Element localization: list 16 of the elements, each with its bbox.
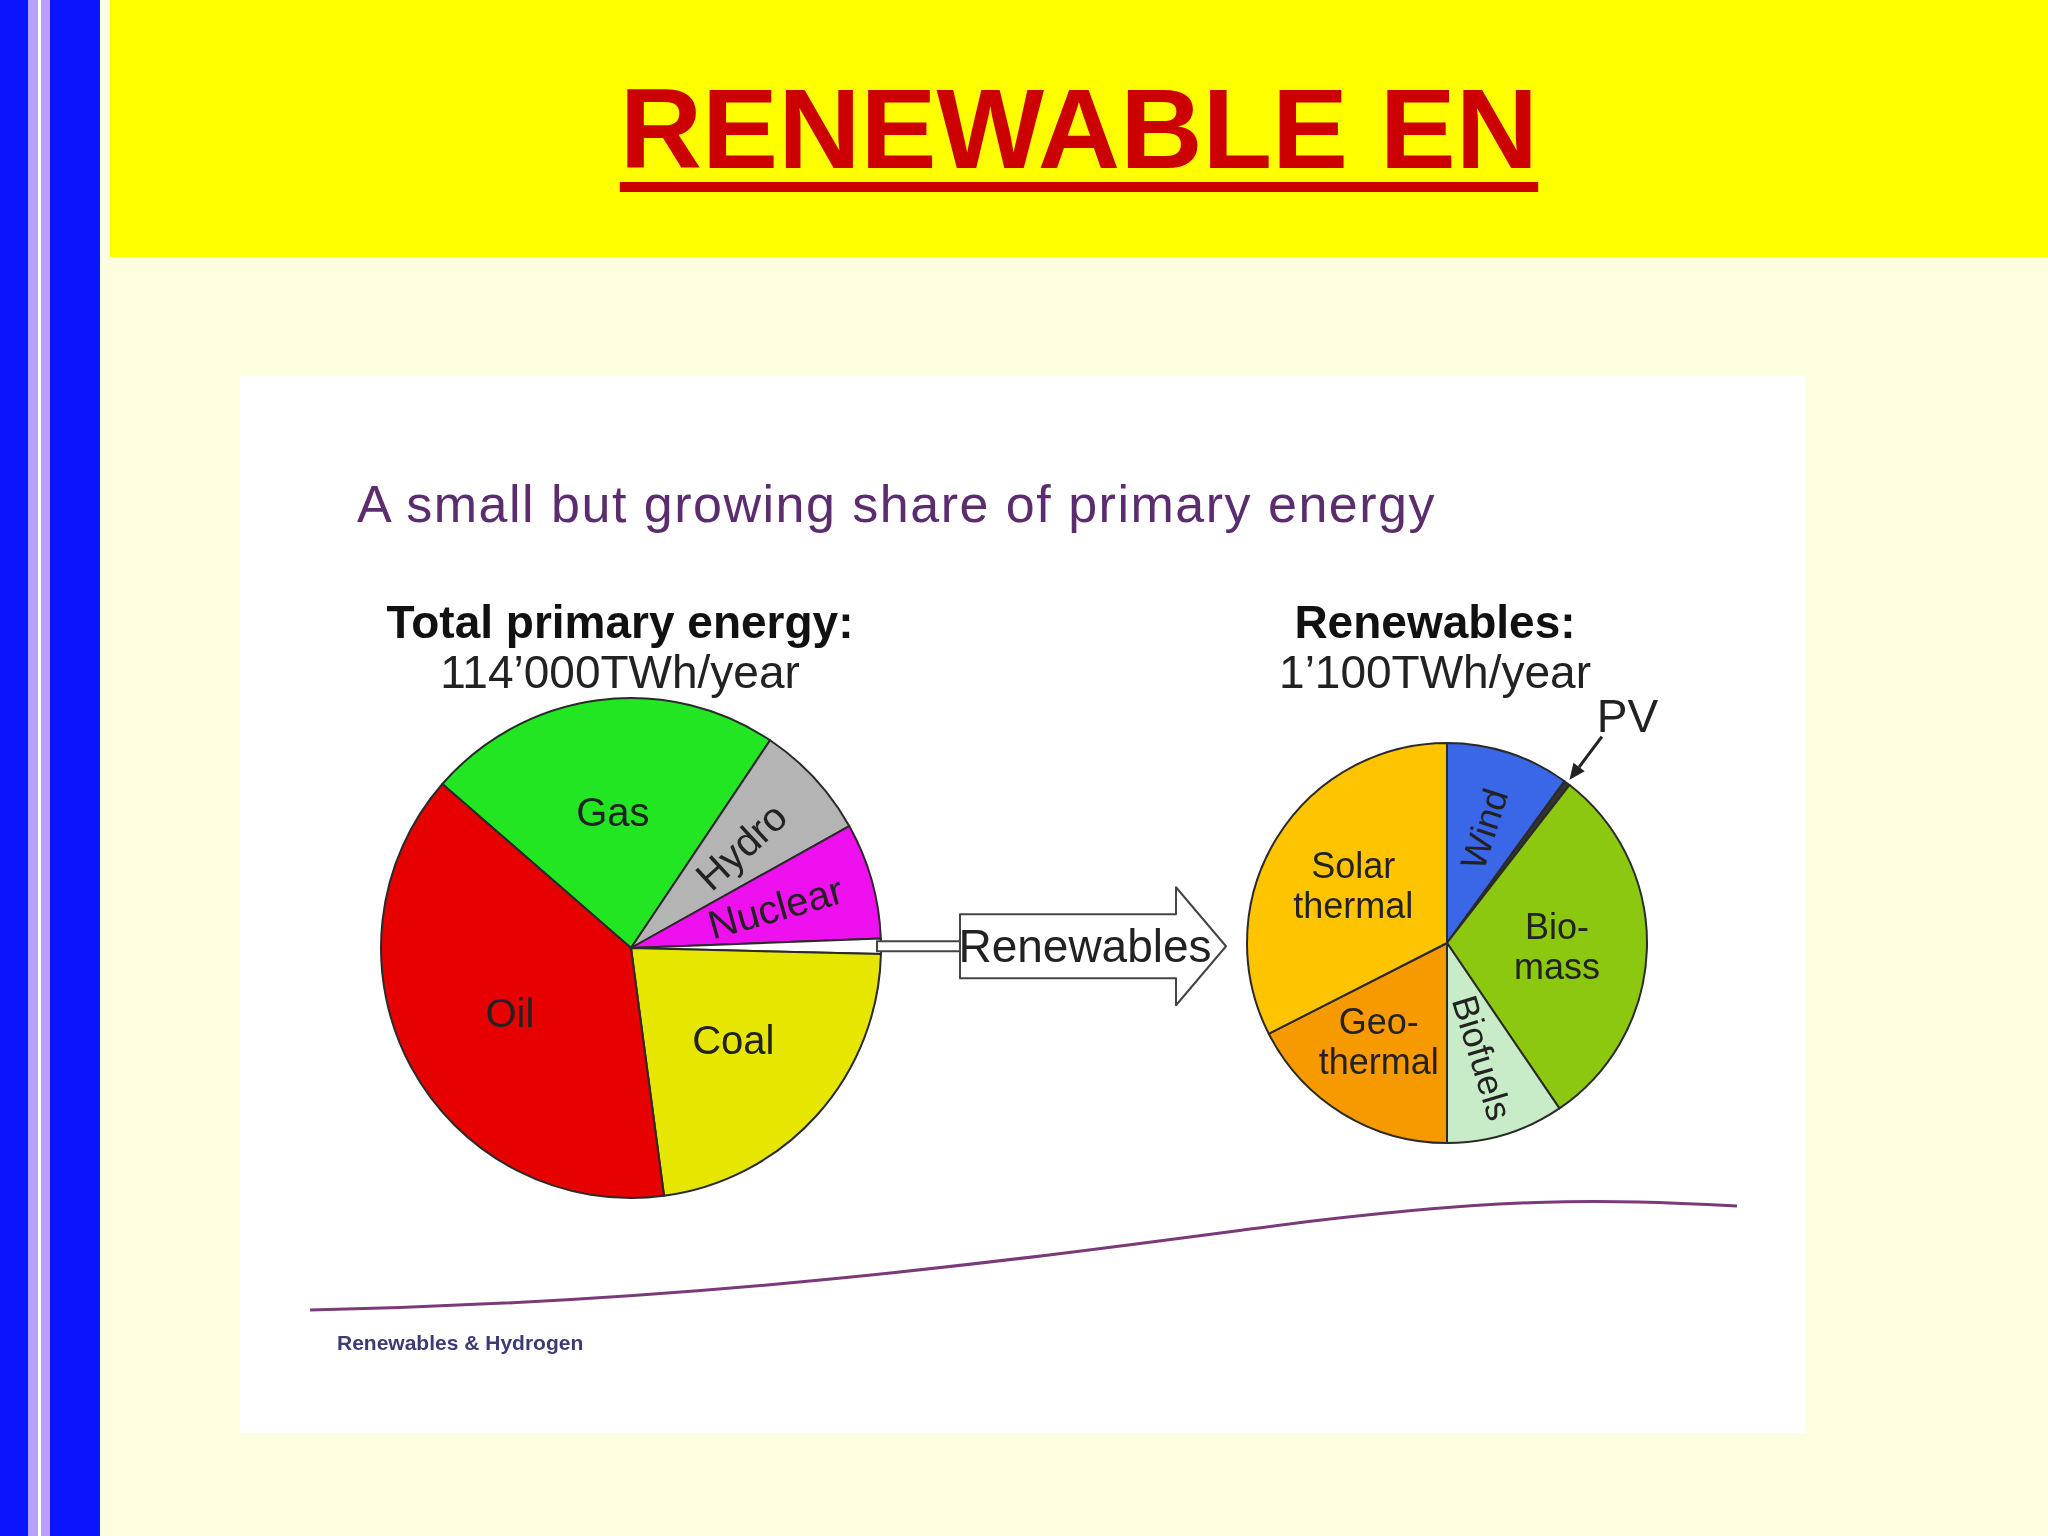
chart-subtitle: 1’100TWh/year [1279, 646, 1591, 698]
slice-label: Gas [576, 789, 650, 834]
slice-label: Biofuels [1443, 990, 1521, 1125]
text: A small but growing share of primary energy [357, 475, 1436, 533]
slice-label: Bio-mass [1513, 905, 1600, 988]
chart-title: Renewables: [1294, 596, 1576, 648]
slice-label: Renewables [958, 920, 1212, 973]
slice-label: Coal [692, 1017, 775, 1062]
chart-title: Total primary energy: [386, 596, 854, 648]
slice-label: PV [1596, 689, 1659, 742]
text: RENEWABLE EN [619, 64, 1539, 192]
text: Renewables & Hydrogen [337, 1331, 584, 1354]
slice-label: Wind [1452, 783, 1517, 875]
slice-label: Solar thermal [1293, 844, 1414, 927]
slice-label: Geo-thermal [1318, 1001, 1439, 1083]
slice-label: Oil [485, 991, 535, 1036]
